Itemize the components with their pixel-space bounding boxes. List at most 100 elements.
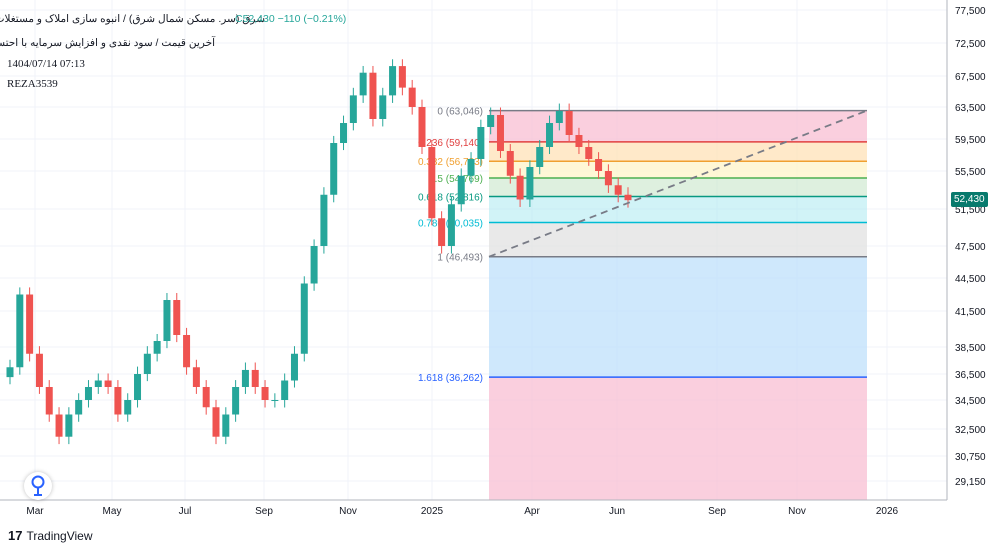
- trend-line[interactable]: [488, 109, 868, 258]
- candle-body: [418, 107, 426, 147]
- fib-level-label: 0.236 (59,140): [418, 138, 483, 149]
- time-tick-label: Jul: [179, 506, 192, 517]
- fib-level-label: 0 (63,046): [437, 107, 483, 118]
- candle-body: [428, 147, 436, 219]
- candle-body: [124, 400, 132, 415]
- candle-body: [45, 387, 53, 415]
- fib-zone: [489, 110, 867, 142]
- price-tick-label: 36,500: [955, 370, 986, 381]
- candle-body: [536, 147, 544, 167]
- candle-body: [487, 115, 495, 127]
- candle-body: [251, 369, 259, 387]
- price-tick-label: 77,500: [955, 6, 986, 17]
- time-tick-label: May: [103, 506, 122, 517]
- candle-body: [408, 87, 416, 107]
- candle-body: [202, 387, 210, 408]
- candle-body: [183, 335, 191, 368]
- map-pin-icon[interactable]: [24, 472, 52, 500]
- price-axis[interactable]: 77,500 72,500 67,500 63,500 59,500 55,500 51,5…: [955, 6, 986, 488]
- candle-body: [595, 159, 603, 171]
- time-tick-label: Sep: [255, 506, 273, 517]
- candle-body: [624, 194, 632, 201]
- candle-body: [546, 123, 554, 147]
- candle-body: [232, 387, 240, 415]
- last-price-tag: 52,430: [951, 192, 988, 207]
- fib-zone: [489, 177, 867, 197]
- time-tick-label: Sep: [708, 506, 726, 517]
- candle-body: [153, 341, 161, 354]
- candle-body: [75, 400, 83, 415]
- price-tick-label: 51,500: [955, 205, 986, 216]
- candle-body: [585, 147, 593, 159]
- price-tick-label: 32,500: [955, 425, 986, 436]
- candle-body: [261, 387, 269, 400]
- price-tick-label: 63,500: [955, 103, 986, 114]
- candle-body: [16, 294, 24, 368]
- tradingview-logo-mark: 17: [8, 528, 23, 543]
- fib-zone: [489, 377, 867, 500]
- time-axis[interactable]: Mar May Jul Sep Nov 2025 Apr Jun Sep Nov 2026: [26, 506, 898, 517]
- candle-body: [310, 246, 318, 284]
- fib-zone: [489, 256, 867, 378]
- candle-body: [55, 414, 63, 437]
- dashed-trend-line[interactable]: [488, 109, 868, 258]
- fib-zone: [489, 222, 867, 257]
- candle-body: [320, 194, 328, 246]
- price-tick-label: 34,500: [955, 396, 986, 407]
- candle-body: [359, 72, 367, 96]
- candle-body: [565, 111, 573, 135]
- candle-body: [349, 95, 357, 123]
- candle-body: [134, 374, 142, 400]
- time-tick-label: Mar: [26, 506, 44, 517]
- fib-zone: [489, 141, 867, 162]
- candle-body: [241, 369, 249, 387]
- tradingview-logo[interactable]: 17 TradingView: [8, 528, 93, 543]
- author-name: REZA3539: [7, 78, 58, 90]
- candle-body: [379, 95, 387, 119]
- candle-body: [506, 151, 514, 176]
- candle-body: [281, 380, 289, 400]
- candle-body: [65, 414, 73, 437]
- candle-body: [555, 111, 563, 123]
- price-tick-label: 67,500: [955, 72, 986, 83]
- price-tick-label: 44,500: [955, 274, 986, 285]
- candle-body: [398, 66, 406, 88]
- chart-datetime: 1404/07/14 07:13: [7, 58, 85, 70]
- candle-body: [369, 72, 377, 119]
- fib-level-label: 1.618 (36,262): [418, 373, 483, 384]
- candlestick-series: [6, 59, 632, 445]
- candle-body: [516, 175, 524, 200]
- fibonacci-retracement[interactable]: 0 (63,046) 0.236 (59,140) 0.382 (56,723) 0.…: [418, 107, 867, 500]
- price-tick-label: 55,500: [955, 167, 986, 178]
- fib-zone: [489, 161, 867, 178]
- tradingview-logo-text: TradingView: [26, 528, 93, 543]
- candle-body: [614, 185, 622, 195]
- candle-body: [143, 353, 151, 374]
- candle-body: [271, 400, 279, 401]
- candle-body: [457, 175, 465, 205]
- candle-body: [212, 407, 220, 437]
- candle-body: [84, 387, 92, 400]
- candle-body: [104, 380, 112, 387]
- candle-body: [6, 367, 14, 378]
- time-tick-label: 2026: [876, 506, 899, 517]
- price-tick-label: 29,150: [955, 477, 986, 488]
- chart-subtitle: آخرین قیمت / سود نقدی و افزایش سرمایه با…: [0, 37, 215, 49]
- candle-body: [300, 283, 308, 354]
- ohlc-readout: C52,430 −110 (−0.21%): [235, 13, 347, 25]
- candle-body: [173, 300, 181, 335]
- candle-body: [496, 115, 504, 151]
- candle-body: [526, 167, 534, 200]
- candle-body: [290, 353, 298, 381]
- candle-body: [26, 294, 34, 354]
- candle-body: [114, 387, 122, 415]
- candle-body: [340, 123, 348, 143]
- time-tick-label: Jun: [609, 506, 625, 517]
- price-tick-label: 30,750: [955, 452, 986, 463]
- price-tick-label: 72,500: [955, 39, 986, 50]
- candle-body: [467, 159, 475, 176]
- candle-body: [330, 143, 338, 195]
- time-tick-label: 2025: [421, 506, 444, 517]
- time-tick-label: Nov: [339, 506, 357, 517]
